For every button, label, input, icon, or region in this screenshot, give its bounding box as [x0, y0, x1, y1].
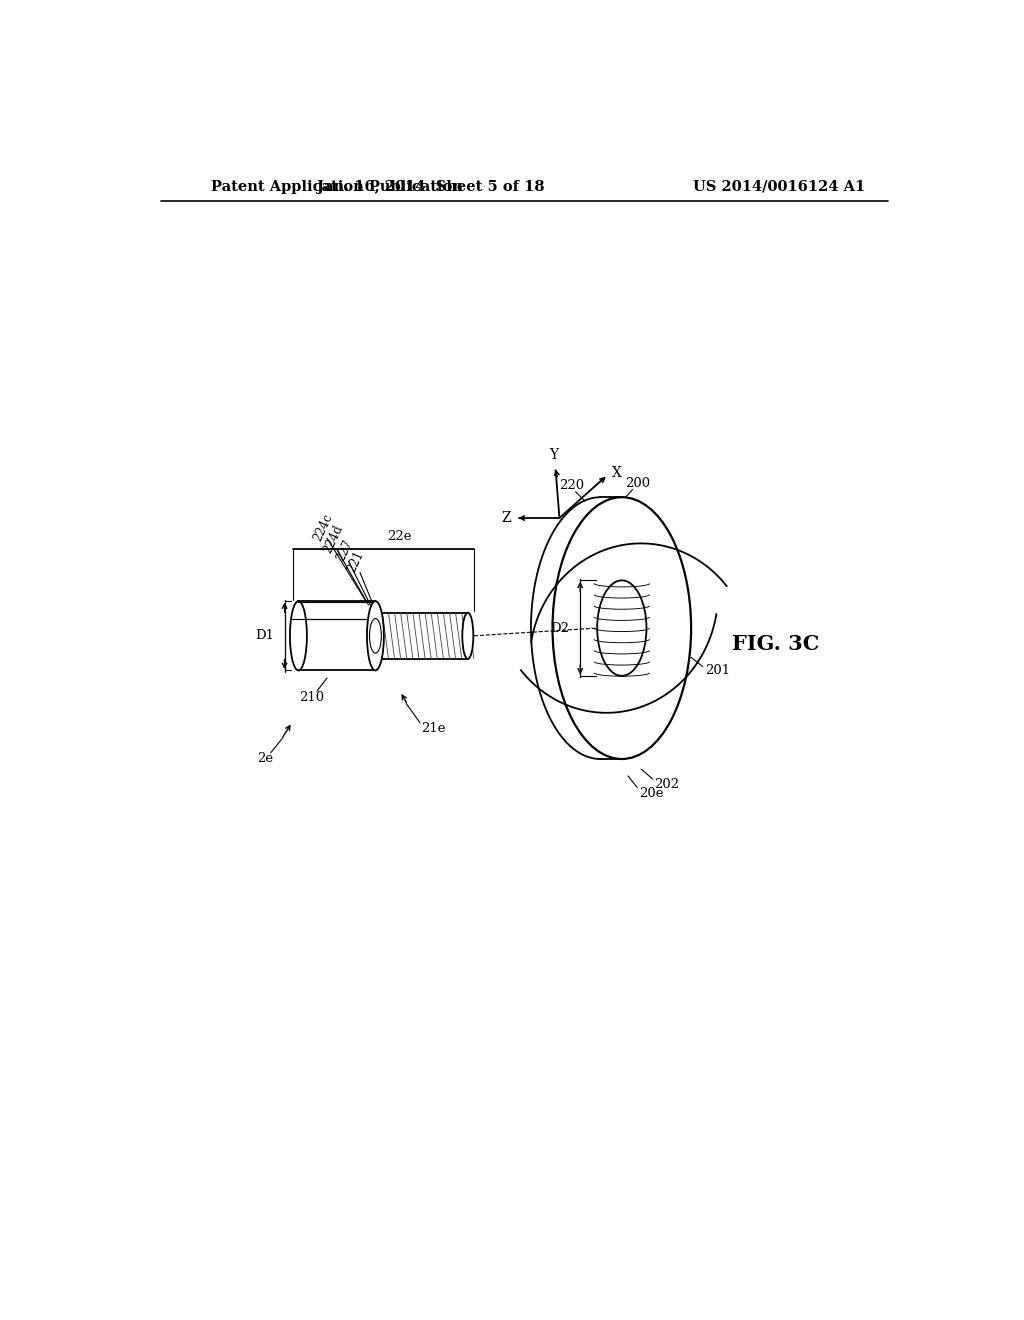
Text: 221: 221 — [346, 549, 367, 574]
Text: X: X — [611, 466, 622, 479]
Text: 227: 227 — [334, 537, 355, 564]
Text: 224c: 224c — [311, 511, 335, 543]
Text: 210: 210 — [299, 690, 324, 704]
Text: 21e: 21e — [422, 722, 446, 735]
Text: 20e: 20e — [639, 787, 664, 800]
Text: Jan. 16, 2014  Sheet 5 of 18: Jan. 16, 2014 Sheet 5 of 18 — [317, 180, 545, 194]
Ellipse shape — [462, 612, 473, 659]
Text: D1: D1 — [255, 630, 273, 643]
Text: 22e: 22e — [387, 529, 412, 543]
Text: Z: Z — [502, 511, 511, 525]
Text: Y: Y — [549, 447, 558, 462]
Text: 2e: 2e — [257, 752, 273, 766]
Text: 224d: 224d — [321, 523, 345, 554]
Text: Patent Application Publication: Patent Application Publication — [211, 180, 464, 194]
Text: 201: 201 — [705, 664, 730, 677]
Text: US 2014/0016124 A1: US 2014/0016124 A1 — [692, 180, 865, 194]
Text: 200: 200 — [625, 477, 650, 490]
Text: D2: D2 — [551, 622, 569, 635]
Text: 202: 202 — [654, 777, 679, 791]
Text: 220: 220 — [559, 479, 585, 492]
Ellipse shape — [367, 601, 384, 671]
Text: FIG. 3C: FIG. 3C — [732, 634, 819, 653]
